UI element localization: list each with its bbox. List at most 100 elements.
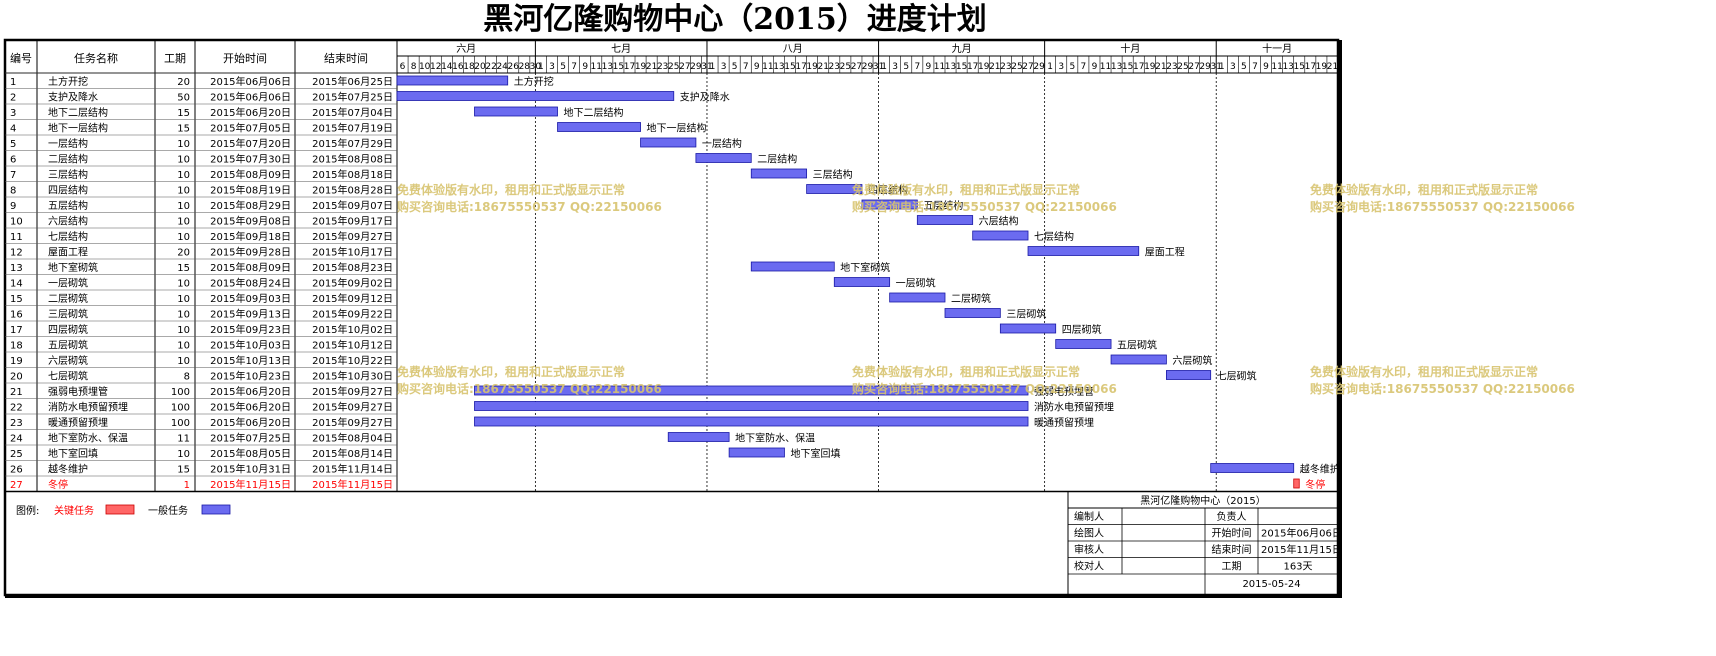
- day-label: 15: [956, 62, 967, 72]
- task-duration: 15: [177, 124, 190, 135]
- gantt-bar: [806, 184, 863, 194]
- page-title: 黑河亿隆购物中心（2015）进度计划: [483, 2, 987, 37]
- task-name: 地下室回填: [48, 447, 98, 460]
- task-name: 六层砌筑: [48, 354, 88, 367]
- gantt-bar: [474, 106, 558, 117]
- task-end: 2015年07月29日: [312, 137, 393, 150]
- task-id: 18: [10, 341, 23, 352]
- task-start: 2015年07月30日: [210, 153, 291, 166]
- task-start: 2015年08月29日: [210, 199, 291, 212]
- bar-label: 地下室砌筑: [840, 261, 890, 274]
- bar-label: 二层砌筑: [951, 292, 991, 305]
- gantt-bar: [557, 122, 641, 132]
- gantt-bar: [944, 308, 1001, 318]
- bar-label: 四层砌筑: [1062, 323, 1102, 336]
- day-label: 8: [411, 62, 417, 72]
- day-label: 23: [1000, 62, 1011, 72]
- task-name: 地下室防水、保温: [48, 432, 128, 445]
- day-label: 5: [903, 62, 909, 72]
- bar-label: 暖通预留预埋: [1034, 416, 1094, 429]
- task-end: 2015年08月08日: [312, 153, 393, 166]
- day-label: 19: [635, 62, 647, 72]
- bar-label: 消防水电预留预埋: [1034, 401, 1114, 414]
- bar-label: 四层结构: [868, 184, 908, 197]
- task-name: 消防水电预留预埋: [48, 401, 128, 414]
- info-box-cell: 开始时间: [1212, 527, 1252, 540]
- task-name: 七层结构: [48, 230, 88, 243]
- task-id: 6: [10, 155, 16, 166]
- info-box-title: 黑河亿隆购物中心（2015）: [1140, 494, 1265, 507]
- day-label: 17: [967, 62, 978, 72]
- task-id: 12: [10, 248, 23, 259]
- watermark-text: 购买咨询电话:18675550537 QQ:22150066: [852, 199, 1117, 214]
- task-start: 2015年08月09日: [210, 261, 291, 274]
- task-start: 2015年08月24日: [210, 277, 291, 290]
- day-label: 13: [773, 62, 784, 72]
- bar-label: 六层砌筑: [1172, 354, 1212, 367]
- info-box-cell: 编制人: [1074, 510, 1104, 523]
- gantt-bar: [750, 261, 835, 272]
- task-end: 2015年09月27日: [312, 416, 393, 429]
- day-label: 3: [549, 62, 555, 72]
- day-label: 29: [690, 62, 702, 72]
- bar-label: 七层砌筑: [1217, 370, 1257, 383]
- day-label: 5: [560, 62, 566, 72]
- day-label: 11: [934, 62, 945, 72]
- column-header: 工期: [164, 52, 186, 65]
- column-header: 结束时间: [324, 52, 368, 65]
- column-header: 编号: [10, 51, 32, 65]
- legend-normal-swatch: [201, 504, 231, 515]
- task-name: 地下一层结构: [48, 122, 108, 135]
- gantt-bar: [667, 432, 730, 442]
- watermark-text: 免费体验版有水印，租用和正式版显示正常: [397, 182, 625, 197]
- day-label: 19: [806, 62, 818, 72]
- task-start: 2015年10月23日: [210, 370, 291, 383]
- day-label: 25: [1011, 62, 1022, 72]
- task-start: 2015年06月20日: [210, 106, 291, 119]
- task-id: 9: [10, 201, 16, 212]
- task-id: 19: [10, 356, 23, 367]
- day-label: 16: [452, 62, 464, 72]
- task-start: 2015年09月28日: [210, 246, 291, 259]
- task-name: 屋面工程: [48, 247, 88, 259]
- info-box-cell: 工期: [1222, 561, 1242, 573]
- day-label: 23: [1166, 62, 1177, 72]
- day-label: 17: [1305, 62, 1316, 72]
- info-box-cell: 绘图人: [1074, 527, 1104, 540]
- task-duration: 10: [177, 449, 190, 460]
- day-label: 13: [602, 62, 613, 72]
- frame-shadow: [1338, 40, 1342, 595]
- task-end: 2015年08月18日: [312, 168, 393, 181]
- task-duration: 10: [177, 294, 190, 305]
- day-label: 12: [430, 62, 441, 72]
- watermark-text: 免费体验版有水印，租用和正式版显示正常: [852, 364, 1080, 379]
- watermark-text: 免费体验版有水印，租用和正式版显示正常: [397, 364, 625, 379]
- task-start: 2015年08月09日: [210, 168, 291, 181]
- task-start: 2015年06月06日: [210, 91, 291, 104]
- task-start: 2015年09月13日: [210, 308, 291, 321]
- day-label: 9: [754, 62, 760, 72]
- day-label: 9: [926, 62, 932, 72]
- task-start: 2015年07月05日: [210, 122, 291, 135]
- task-name: 七层砌筑: [48, 370, 88, 383]
- task-end: 2015年09月02日: [312, 277, 393, 290]
- day-label: 1: [710, 62, 716, 72]
- day-label: 18: [463, 62, 475, 72]
- task-id: 22: [10, 403, 23, 414]
- column-header: 开始时间: [223, 51, 267, 65]
- task-start: 2015年09月03日: [210, 292, 291, 305]
- task-name: 五层砌筑: [48, 339, 88, 352]
- day-label: 27: [1188, 62, 1199, 72]
- day-label: 11: [591, 62, 602, 72]
- watermark-text: 免费体验版有水印，租用和正式版显示正常: [852, 182, 1080, 197]
- day-label: 1: [538, 62, 544, 72]
- task-id: 8: [10, 186, 16, 197]
- day-label: 11: [762, 62, 773, 72]
- task-start: 2015年11月15日: [210, 478, 291, 491]
- gantt-bar: [889, 292, 946, 303]
- task-duration: 10: [177, 325, 190, 336]
- task-duration: 10: [177, 170, 190, 181]
- task-end: 2015年07月04日: [312, 106, 393, 119]
- task-end: 2015年08月23日: [312, 261, 393, 274]
